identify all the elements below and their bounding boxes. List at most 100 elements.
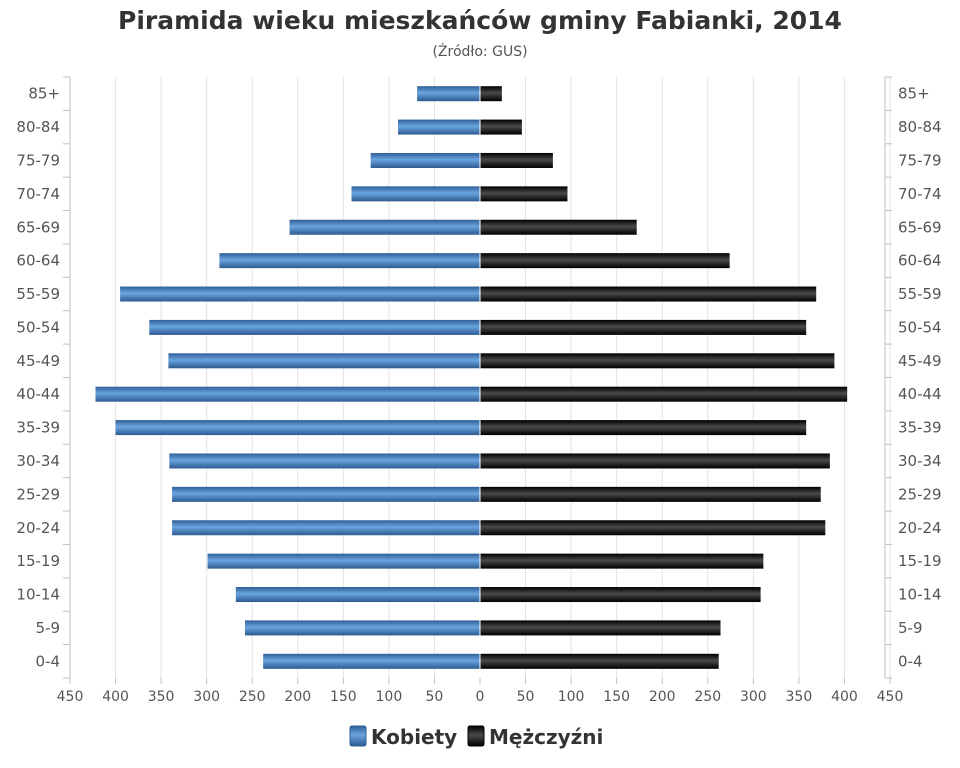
x-tick-label: 350 bbox=[786, 689, 813, 705]
age-group-label-left: 65-69 bbox=[16, 218, 60, 236]
bar-kobiety bbox=[417, 86, 480, 102]
age-group-label-right: 20-24 bbox=[898, 519, 942, 537]
bar-mezczyzni bbox=[480, 553, 764, 569]
bar-mezczyzni bbox=[480, 520, 826, 536]
bar-kobiety bbox=[244, 620, 480, 636]
x-tick-label: 450 bbox=[57, 689, 84, 705]
axes bbox=[63, 76, 892, 684]
bar-kobiety bbox=[289, 219, 480, 235]
legend-label-mezczyzni: Mężczyźni bbox=[489, 725, 603, 749]
legend: Kobiety Mężczyźni bbox=[349, 725, 603, 749]
x-tick-label: 100 bbox=[376, 689, 403, 705]
bar-kobiety bbox=[115, 420, 481, 436]
age-group-label-left: 10-14 bbox=[16, 586, 60, 604]
age-group-label-left: 50-54 bbox=[16, 318, 60, 336]
bar-kobiety bbox=[168, 353, 480, 369]
age-group-label-right: 65-69 bbox=[898, 218, 942, 236]
bars bbox=[95, 77, 848, 678]
age-group-label-right: 70-74 bbox=[898, 185, 942, 203]
age-group-label-left: 5-9 bbox=[36, 619, 61, 637]
bar-kobiety bbox=[351, 186, 480, 202]
bar-kobiety bbox=[263, 653, 480, 669]
age-group-label-left: 15-19 bbox=[16, 552, 60, 570]
bar-mezczyzni bbox=[480, 620, 721, 636]
bar-mezczyzni bbox=[480, 420, 807, 436]
x-tick-label: 300 bbox=[193, 689, 220, 705]
x-tick-label: 150 bbox=[603, 689, 630, 705]
bar-mezczyzni bbox=[480, 386, 848, 402]
bar-kobiety bbox=[172, 486, 481, 502]
x-tick-label: 50 bbox=[426, 689, 444, 705]
age-group-label-right: 35-39 bbox=[898, 419, 942, 437]
age-group-label-right: 10-14 bbox=[898, 586, 942, 604]
age-group-label-left: 85+ bbox=[28, 85, 60, 103]
age-group-label-left: 55-59 bbox=[16, 285, 60, 303]
tick-labels: 450 400 350 300 250 200 150 100 50 0 50 100 150 200 25… bbox=[16, 85, 941, 705]
bar-mezczyzni bbox=[480, 319, 807, 335]
bar-kobiety bbox=[235, 587, 480, 603]
x-tick-label: 250 bbox=[694, 689, 721, 705]
age-group-label-right: 45-49 bbox=[898, 352, 942, 370]
bar-mezczyzni bbox=[480, 453, 830, 469]
legend-swatch-kobiety bbox=[349, 725, 367, 747]
age-group-label-right: 40-44 bbox=[898, 385, 942, 403]
age-group-label-right: 55-59 bbox=[898, 285, 942, 303]
age-group-label-right: 5-9 bbox=[898, 619, 923, 637]
chart-subtitle: (Źródło: GUS) bbox=[432, 44, 528, 60]
x-tick-label: 150 bbox=[330, 689, 357, 705]
bar-mezczyzni bbox=[480, 119, 522, 135]
age-group-label-left: 70-74 bbox=[16, 185, 60, 203]
bar-mezczyzni bbox=[480, 152, 553, 168]
age-group-label-right: 30-34 bbox=[898, 452, 942, 470]
age-group-label-left: 35-39 bbox=[16, 419, 60, 437]
bar-mezczyzni bbox=[480, 186, 568, 202]
bar-kobiety bbox=[169, 453, 481, 469]
age-group-label-right: 50-54 bbox=[898, 318, 942, 336]
age-group-label-right: 25-29 bbox=[898, 485, 942, 503]
bar-mezczyzni bbox=[480, 219, 637, 235]
x-tick-label: 100 bbox=[558, 689, 585, 705]
legend-label-kobiety: Kobiety bbox=[371, 725, 457, 749]
age-group-label-left: 20-24 bbox=[16, 519, 60, 537]
x-tick-label: 200 bbox=[284, 689, 311, 705]
x-tick-label: 0 bbox=[476, 689, 485, 705]
bar-kobiety bbox=[120, 286, 480, 302]
age-group-label-left: 75-79 bbox=[16, 151, 60, 169]
bar-kobiety bbox=[370, 152, 480, 168]
x-tick-label: 250 bbox=[239, 689, 266, 705]
age-group-label-left: 25-29 bbox=[16, 485, 60, 503]
chart-title: Piramida wieku mieszkańców gminy Fabiank… bbox=[118, 6, 842, 35]
x-tick-label: 400 bbox=[102, 689, 129, 705]
x-tick-label: 300 bbox=[740, 689, 767, 705]
age-group-label-right: 0-4 bbox=[898, 652, 923, 670]
x-tick-label: 50 bbox=[517, 689, 535, 705]
bar-mezczyzni bbox=[480, 286, 817, 302]
age-group-label-left: 40-44 bbox=[16, 385, 60, 403]
x-tick-label: 200 bbox=[649, 689, 676, 705]
bar-mezczyzni bbox=[480, 86, 502, 102]
x-tick-label: 400 bbox=[831, 689, 858, 705]
bar-kobiety bbox=[219, 253, 480, 269]
bar-mezczyzni bbox=[480, 653, 719, 669]
bar-mezczyzni bbox=[480, 486, 821, 502]
bar-kobiety bbox=[95, 386, 480, 402]
age-group-label-left: 30-34 bbox=[16, 452, 60, 470]
x-tick-label: 350 bbox=[148, 689, 175, 705]
age-group-label-right: 85+ bbox=[898, 85, 930, 103]
age-group-label-left: 80-84 bbox=[16, 118, 60, 136]
bar-mezczyzni bbox=[480, 253, 730, 269]
legend-swatch-mezczyzni bbox=[467, 725, 485, 747]
age-group-label-right: 75-79 bbox=[898, 151, 942, 169]
age-group-label-right: 60-64 bbox=[898, 252, 942, 270]
age-group-label-left: 45-49 bbox=[16, 352, 60, 370]
bar-kobiety bbox=[207, 553, 481, 569]
age-group-label-left: 0-4 bbox=[36, 652, 61, 670]
bar-kobiety bbox=[398, 119, 480, 135]
age-group-label-right: 15-19 bbox=[898, 552, 942, 570]
age-group-label-left: 60-64 bbox=[16, 252, 60, 270]
bar-mezczyzni bbox=[480, 353, 835, 369]
age-group-label-right: 80-84 bbox=[898, 118, 942, 136]
bar-kobiety bbox=[172, 520, 481, 536]
